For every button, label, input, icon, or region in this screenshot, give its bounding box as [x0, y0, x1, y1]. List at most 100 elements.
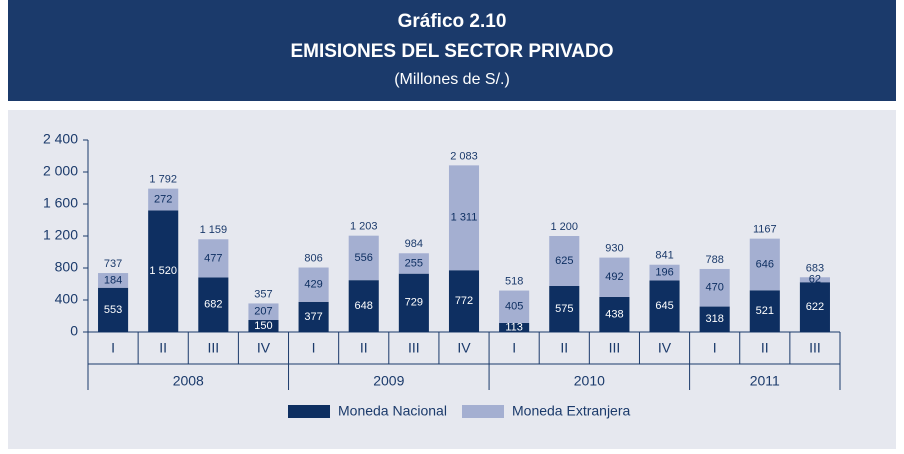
total-label: 357: [254, 288, 272, 300]
group-label: 2010: [574, 373, 605, 389]
bar-segment: [549, 236, 580, 286]
x-tick-label: I: [512, 340, 516, 356]
total-label: 518: [505, 275, 523, 287]
bar-segment: [549, 286, 580, 332]
total-label: 1167: [753, 224, 777, 236]
y-tick-label: 2 400: [43, 131, 78, 147]
legend-label: Moneda Nacional: [338, 403, 447, 419]
x-tick-label: IV: [257, 340, 271, 356]
bar-segment: [649, 280, 680, 332]
data-label: 207: [254, 306, 272, 318]
y-tick-label: 400: [55, 291, 79, 307]
data-label: 553: [104, 304, 122, 316]
x-tick-label: IV: [457, 340, 471, 356]
bar-segment: [398, 253, 429, 274]
bar-segment: [699, 306, 730, 332]
data-label: 772: [455, 295, 473, 307]
bar-segment: [248, 320, 279, 332]
bar-segment: [599, 296, 630, 332]
bar-segment: [298, 301, 329, 332]
total-label: 1 203: [350, 221, 378, 233]
total-label: 1 792: [149, 174, 177, 186]
legend-label: Moneda Extranjera: [512, 403, 631, 419]
data-label: 377: [304, 311, 322, 323]
data-label: 62: [809, 274, 821, 286]
bar-segment: [98, 287, 129, 332]
data-label: 492: [605, 271, 623, 283]
data-label: 648: [355, 300, 373, 312]
total-label: 2 083: [450, 150, 478, 162]
group-label: 2009: [373, 373, 404, 389]
legend-swatch: [462, 405, 504, 418]
group-label: 2008: [173, 373, 204, 389]
data-label: 255: [405, 257, 423, 269]
data-label: 556: [355, 252, 373, 264]
bar-segment: [649, 264, 680, 281]
data-label: 625: [555, 255, 573, 267]
data-label: 470: [705, 282, 723, 294]
data-label: 575: [555, 303, 573, 315]
data-label: 646: [756, 258, 774, 270]
data-label: 1 311: [451, 212, 478, 224]
chart-title: EMISIONES DEL SECTOR PRIVADO: [290, 41, 613, 62]
total-label: 841: [655, 250, 673, 262]
bar-segment: [348, 235, 379, 281]
x-tick-label: I: [111, 340, 115, 356]
bar-segment: [699, 268, 730, 307]
bar-segment: [398, 273, 429, 332]
x-tick-label: III: [207, 340, 219, 356]
x-tick-label: IV: [658, 340, 672, 356]
x-tick-label: I: [312, 340, 316, 356]
data-label: 429: [304, 279, 322, 291]
total-label: 788: [705, 254, 723, 266]
total-label: 1 200: [551, 221, 579, 233]
bar-segment: [198, 277, 229, 332]
data-label: 682: [204, 299, 222, 311]
bar-segment: [148, 188, 179, 211]
total-label: 1 159: [200, 224, 228, 236]
bar-segment: [298, 267, 329, 302]
y-tick-label: 0: [70, 323, 78, 339]
data-label: 622: [806, 301, 824, 313]
bar-segment: [799, 282, 830, 332]
bar-segment: [499, 322, 530, 332]
x-tick-label: II: [360, 340, 368, 356]
x-tick-label: III: [609, 340, 621, 356]
bar-segment: [749, 290, 780, 332]
group-label: 2011: [750, 373, 780, 389]
bar-segment: [749, 238, 780, 291]
chart-label: Gráfico 2.10: [398, 11, 507, 32]
data-label: 150: [254, 320, 272, 332]
data-label: 318: [705, 313, 723, 325]
bar-segment: [348, 280, 379, 332]
chart-subtitle: (Millones de S/.): [394, 71, 510, 88]
bar-segment: [599, 257, 630, 297]
data-label: 521: [756, 305, 774, 317]
x-tick-label: II: [761, 340, 769, 356]
data-label: 477: [204, 252, 222, 264]
total-label: 806: [304, 252, 322, 264]
total-label: 930: [605, 243, 623, 255]
data-label: 1 520: [149, 265, 177, 277]
x-tick-label: I: [713, 340, 717, 356]
y-tick-label: 800: [55, 259, 79, 275]
total-label: 683: [806, 262, 824, 274]
x-tick-label: II: [159, 340, 167, 356]
data-label: 272: [154, 193, 172, 205]
total-label: 984: [405, 238, 423, 250]
bar-segment: [148, 210, 179, 332]
data-label: 184: [104, 274, 122, 286]
bar-segment: [198, 239, 229, 278]
data-label: 645: [655, 300, 673, 312]
total-label: 737: [104, 258, 122, 270]
y-tick-label: 1 200: [43, 227, 78, 243]
y-tick-label: 2 000: [43, 163, 78, 179]
bar-segment: [448, 165, 480, 271]
legend-swatch: [288, 405, 330, 418]
bar-segment: [799, 277, 830, 283]
y-tick-label: 1 600: [43, 195, 78, 211]
data-label: 196: [655, 266, 673, 278]
x-tick-label: III: [408, 340, 420, 356]
data-label: 438: [605, 308, 623, 320]
